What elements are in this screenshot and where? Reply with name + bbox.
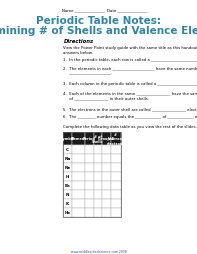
FancyBboxPatch shape (63, 172, 72, 181)
FancyBboxPatch shape (85, 181, 94, 190)
Text: Symbol: Symbol (60, 137, 75, 141)
FancyBboxPatch shape (111, 163, 121, 172)
Text: Ne: Ne (64, 166, 71, 170)
Text: Date _______________: Date _______________ (107, 8, 148, 12)
FancyBboxPatch shape (102, 163, 111, 172)
Text: www.middleschoolscience.com 2008: www.middleschoolscience.com 2008 (71, 249, 126, 253)
Text: 6.  The _________ number equals the _____________ of _____________ electrons.: 6. The _________ number equals the _____… (63, 115, 197, 119)
Text: H: H (66, 175, 69, 179)
FancyBboxPatch shape (63, 163, 72, 172)
FancyBboxPatch shape (102, 181, 111, 190)
FancyBboxPatch shape (111, 132, 121, 145)
Text: 3.  Each column in the periodic table is called a _____________________.: 3. Each column in the periodic table is … (63, 82, 197, 86)
FancyBboxPatch shape (72, 154, 85, 163)
FancyBboxPatch shape (94, 145, 102, 154)
FancyBboxPatch shape (72, 199, 85, 208)
FancyBboxPatch shape (72, 208, 85, 217)
FancyBboxPatch shape (63, 132, 72, 145)
Text: Periodic Table Notes:: Periodic Table Notes: (36, 16, 161, 26)
FancyBboxPatch shape (72, 190, 85, 199)
FancyBboxPatch shape (85, 132, 94, 145)
Text: Determining # of Shells and Valence Electrons: Determining # of Shells and Valence Elec… (0, 26, 197, 36)
FancyBboxPatch shape (94, 132, 102, 145)
FancyBboxPatch shape (63, 199, 72, 208)
FancyBboxPatch shape (94, 190, 102, 199)
FancyBboxPatch shape (111, 199, 121, 208)
FancyBboxPatch shape (72, 181, 85, 190)
Text: Na: Na (64, 157, 71, 161)
FancyBboxPatch shape (111, 190, 121, 199)
FancyBboxPatch shape (85, 154, 94, 163)
FancyBboxPatch shape (72, 163, 85, 172)
FancyBboxPatch shape (72, 145, 85, 154)
FancyBboxPatch shape (102, 132, 111, 145)
FancyBboxPatch shape (63, 190, 72, 199)
FancyBboxPatch shape (102, 208, 111, 217)
FancyBboxPatch shape (111, 172, 121, 181)
FancyBboxPatch shape (111, 208, 121, 217)
Text: 4.  Each of the elements in the same _________________ have the same number
    : 4. Each of the elements in the same ____… (63, 91, 197, 100)
FancyBboxPatch shape (94, 208, 102, 217)
FancyBboxPatch shape (85, 190, 94, 199)
FancyBboxPatch shape (85, 163, 94, 172)
FancyBboxPatch shape (94, 181, 102, 190)
Text: C: C (66, 148, 69, 152)
Text: 1.  In the periodic table, each row is called a _______________________________.: 1. In the periodic table, each row is ca… (63, 58, 197, 62)
Text: View the Power Point study guide with the same title as this handout.  Record al: View the Power Point study guide with th… (63, 46, 197, 55)
Text: K: K (66, 202, 69, 205)
FancyBboxPatch shape (102, 199, 111, 208)
FancyBboxPatch shape (63, 145, 72, 154)
Text: Complete the following data table as you view the rest of the slides.: Complete the following data table as you… (63, 124, 197, 129)
FancyBboxPatch shape (72, 132, 85, 145)
FancyBboxPatch shape (72, 172, 85, 181)
FancyBboxPatch shape (85, 172, 94, 181)
FancyBboxPatch shape (111, 154, 121, 163)
Text: Group #: Group # (98, 137, 114, 141)
FancyBboxPatch shape (94, 172, 102, 181)
FancyBboxPatch shape (102, 154, 111, 163)
Text: #
Valence
electrons: # Valence electrons (106, 132, 125, 146)
Text: Period: Period (83, 137, 96, 141)
FancyBboxPatch shape (85, 208, 94, 217)
FancyBboxPatch shape (94, 154, 102, 163)
FancyBboxPatch shape (63, 181, 72, 190)
FancyBboxPatch shape (85, 145, 94, 154)
Text: 5.  The electrons in the outer shell are called _________________ electrons.: 5. The electrons in the outer shell are … (63, 106, 197, 110)
Text: Element: Element (71, 137, 86, 141)
FancyBboxPatch shape (102, 172, 111, 181)
FancyBboxPatch shape (63, 208, 72, 217)
FancyBboxPatch shape (85, 199, 94, 208)
Text: N: N (66, 193, 69, 197)
FancyBboxPatch shape (111, 181, 121, 190)
Text: He: He (65, 211, 71, 215)
FancyBboxPatch shape (111, 145, 121, 154)
Text: Directions: Directions (63, 39, 94, 44)
Text: Name _______________: Name _______________ (62, 8, 105, 12)
Text: Be: Be (65, 184, 71, 188)
FancyBboxPatch shape (94, 163, 102, 172)
FancyBboxPatch shape (102, 190, 111, 199)
Text: 2.  The elements in each _____________________ have the same number of
     ____: 2. The elements in each ________________… (63, 66, 197, 75)
FancyBboxPatch shape (102, 145, 111, 154)
FancyBboxPatch shape (63, 154, 72, 163)
Text: # of
Shells: # of Shells (92, 135, 104, 143)
FancyBboxPatch shape (94, 199, 102, 208)
